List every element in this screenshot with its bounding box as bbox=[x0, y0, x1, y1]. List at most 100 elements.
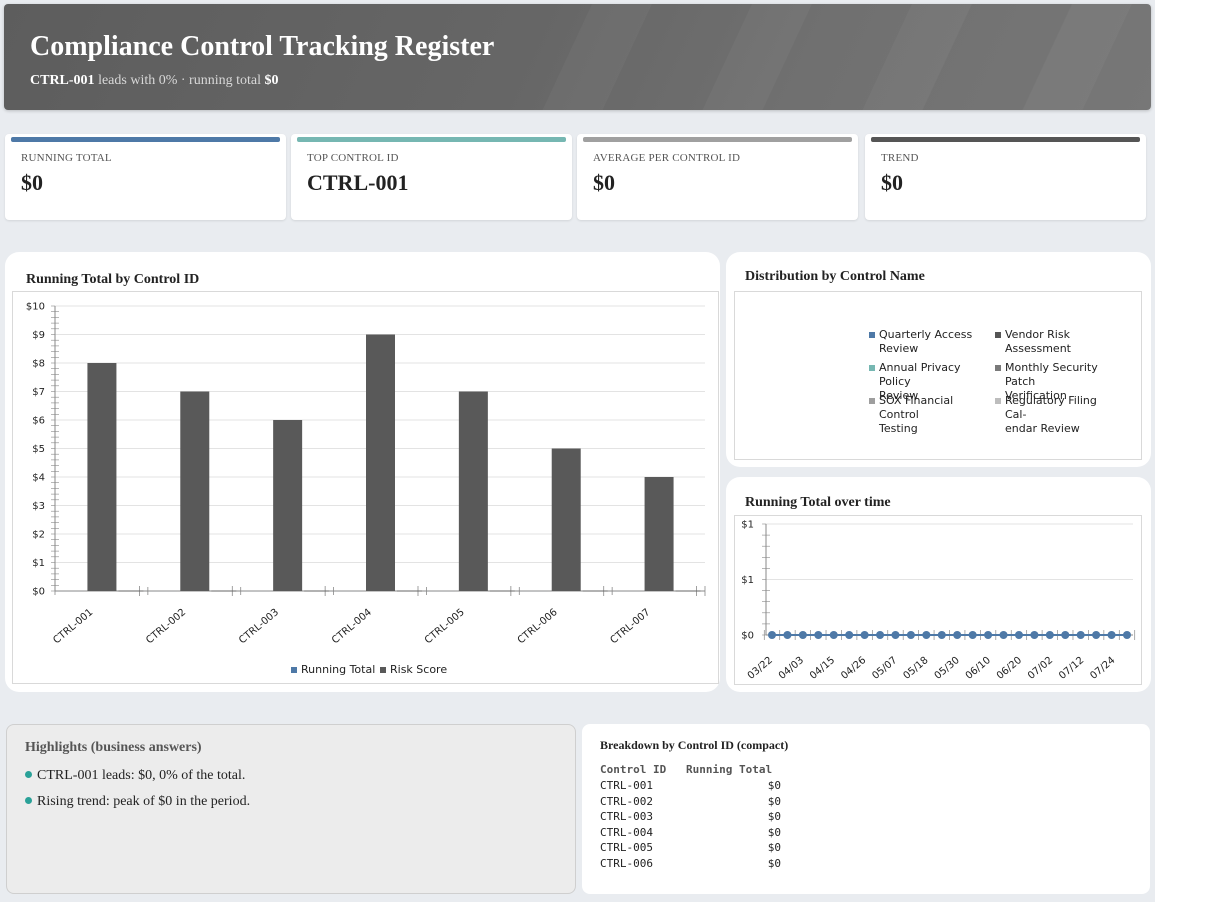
legend-label-line: Review bbox=[879, 389, 919, 402]
kpi-value: $0 bbox=[881, 170, 903, 195]
breakdown-cell-control-id: CTRL-004 bbox=[600, 825, 653, 839]
y-tick-label: $10 bbox=[26, 302, 45, 313]
breakdown-cell-control-id: CTRL-006 bbox=[600, 856, 653, 870]
legend-label: Regulatory Filing Cal-endar Review bbox=[1005, 394, 1117, 436]
breakdown-col-control-id: Control ID bbox=[600, 763, 667, 776]
x-tick-label: CTRL-001 bbox=[51, 607, 95, 646]
breakdown-title: Breakdown by Control ID (compact) bbox=[600, 738, 789, 752]
subtitle-total: $0 bbox=[264, 73, 279, 88]
bar-risk-score bbox=[87, 363, 117, 591]
pie-legend: Quarterly Access Review Vendor Risk Assess… bbox=[869, 328, 1139, 438]
legend-label-line: Monthly Security Patch bbox=[1005, 361, 1098, 388]
kpi-value: $0 bbox=[21, 170, 43, 195]
bar-chart-card: Running Total by Control ID $0 $1 $2 $3 $4 $5… bbox=[5, 252, 720, 692]
data-point bbox=[860, 631, 869, 639]
legend-label-line: Verification bbox=[1005, 389, 1067, 402]
header-banner: Compliance Control Tracking Register CTR… bbox=[4, 4, 1151, 110]
line-chart-svg: $0 $1 $1 03/22 04/03 04/15 04/26 05/07 05/18 05/3… bbox=[741, 520, 1136, 682]
legend-label-line: Quarterly Access bbox=[879, 328, 973, 341]
x-tick-label: 05/18 bbox=[901, 655, 930, 682]
data-point bbox=[1061, 631, 1070, 639]
x-tick-label: 06/10 bbox=[964, 655, 993, 682]
kpi-accent-bar bbox=[583, 137, 852, 142]
y-tick-label: $8 bbox=[32, 359, 45, 370]
pie-chart-card: Distribution by Control Name Quarterly A… bbox=[726, 252, 1151, 467]
line-chart-frame: $0 $1 $1 03/22 04/03 04/15 04/26 05/07 05/18 05/3… bbox=[734, 515, 1142, 685]
dashboard-canvas: Compliance Control Tracking Register CTR… bbox=[0, 0, 1155, 902]
kpi-label: TOP CONTROL ID bbox=[307, 152, 399, 164]
bullet-dot-icon bbox=[25, 797, 32, 804]
x-tick-label: CTRL-002 bbox=[144, 607, 188, 646]
breakdown-cell-control-id: CTRL-003 bbox=[600, 810, 653, 823]
legend-swatch bbox=[995, 365, 1001, 371]
x-tick-label: 05/07 bbox=[870, 655, 899, 682]
data-point bbox=[891, 631, 900, 639]
kpi-card-top-control: TOP CONTROL ID CTRL-001 bbox=[291, 134, 572, 220]
data-point bbox=[1092, 631, 1101, 639]
x-tick-label: 05/30 bbox=[933, 655, 962, 682]
data-point bbox=[798, 631, 807, 639]
x-tick-label: 04/03 bbox=[777, 655, 806, 682]
legend-label-line: SOX Financial Control bbox=[879, 394, 954, 421]
legend-label-line: Regulatory Filing Cal- bbox=[1005, 394, 1097, 421]
legend-label: Monthly Security Patch Verification bbox=[1005, 361, 1117, 403]
data-point bbox=[845, 631, 854, 639]
legend-label-line: Vendor Risk Assessment bbox=[1005, 328, 1071, 355]
data-point bbox=[1014, 631, 1023, 639]
kpi-card-trend: TREND $0 bbox=[865, 134, 1146, 220]
x-tick-label: 07/24 bbox=[1088, 655, 1117, 682]
kpi-card-average: AVERAGE PER CONTROL ID $0 bbox=[577, 134, 858, 220]
data-point bbox=[999, 631, 1008, 639]
highlight-text: Rising trend: peak of $0 in the period. bbox=[37, 794, 251, 809]
bar-risk-score bbox=[366, 334, 395, 591]
legend-swatch-running-total bbox=[291, 667, 297, 673]
y-tick-label: $9 bbox=[32, 330, 45, 341]
legend-label: SOX Financial Control Testing bbox=[879, 394, 991, 436]
subtitle-lead: CTRL-001 bbox=[30, 73, 95, 88]
y-tick-label: $7 bbox=[32, 387, 45, 398]
y-tick-label: $1 bbox=[741, 575, 754, 586]
x-tick-label: 04/26 bbox=[839, 655, 868, 682]
line-chart-card: Running Total over time $0 $1 $1 03/22 04/03… bbox=[726, 477, 1151, 692]
legend-label-line: Testing bbox=[879, 422, 918, 435]
breakdown-cell-control-id: CTRL-002 bbox=[600, 794, 653, 808]
pie-chart-title: Distribution by Control Name bbox=[745, 269, 925, 284]
breakdown-cell-running-total: $0 bbox=[767, 810, 781, 823]
data-point bbox=[906, 631, 915, 639]
highlights-panel: Highlights (business answers) CTRL-001 l… bbox=[6, 724, 576, 894]
breakdown-cell-running-total: $0 bbox=[767, 794, 781, 808]
kpi-label: TREND bbox=[881, 152, 919, 164]
legend-label-line: Annual Privacy Policy bbox=[879, 361, 961, 388]
x-tick-label: CTRL-005 bbox=[423, 607, 467, 646]
x-tick-label: 07/02 bbox=[1026, 655, 1055, 682]
bar-risk-score bbox=[551, 448, 581, 591]
bar-chart-frame: $0 $1 $2 $3 $4 $5 $6 $7 $8 $9 $10 CTRL-001 CTRL-002 C… bbox=[12, 291, 719, 684]
kpi-accent-bar bbox=[871, 137, 1140, 142]
breakdown-cell-running-total: $0 bbox=[767, 825, 781, 839]
bar-chart-title: Running Total by Control ID bbox=[26, 272, 200, 287]
breakdown-panel: Breakdown by Control ID (compact) Contro… bbox=[582, 724, 1150, 894]
data-point bbox=[937, 631, 946, 639]
legend-label: Vendor Risk Assessment bbox=[1005, 328, 1117, 356]
pie-chart-frame: Quarterly Access Review Vendor Risk Assess… bbox=[734, 291, 1142, 460]
highlight-text: CTRL-001 leads: $0, 0% of the total. bbox=[37, 768, 246, 783]
data-point bbox=[783, 631, 792, 639]
legend-swatch bbox=[869, 332, 875, 338]
bar-chart-svg: $0 $1 $2 $3 $4 $5 $6 $7 $8 $9 $10 CTRL-001 CTRL-002 C… bbox=[26, 302, 706, 676]
kpi-label: AVERAGE PER CONTROL ID bbox=[593, 152, 741, 164]
x-tick-label: CTRL-003 bbox=[237, 607, 281, 646]
bar-risk-score bbox=[644, 477, 674, 591]
legend-swatch bbox=[869, 365, 875, 371]
legend-swatch bbox=[995, 332, 1001, 338]
legend-label-running-total: Running Total bbox=[301, 663, 375, 676]
page-subtitle: CTRL-001 leads with 0% · running total $… bbox=[30, 73, 278, 89]
bar-risk-score bbox=[458, 391, 488, 591]
data-point bbox=[968, 631, 977, 639]
bullet-dot-icon bbox=[25, 771, 32, 778]
data-point bbox=[814, 631, 823, 639]
legend-label: Quarterly Access Review bbox=[879, 328, 991, 356]
y-tick-label: $2 bbox=[32, 530, 45, 541]
data-point bbox=[984, 631, 993, 639]
legend-label-risk-score: Risk Score bbox=[390, 663, 447, 676]
x-tick-label: 03/22 bbox=[746, 655, 775, 682]
